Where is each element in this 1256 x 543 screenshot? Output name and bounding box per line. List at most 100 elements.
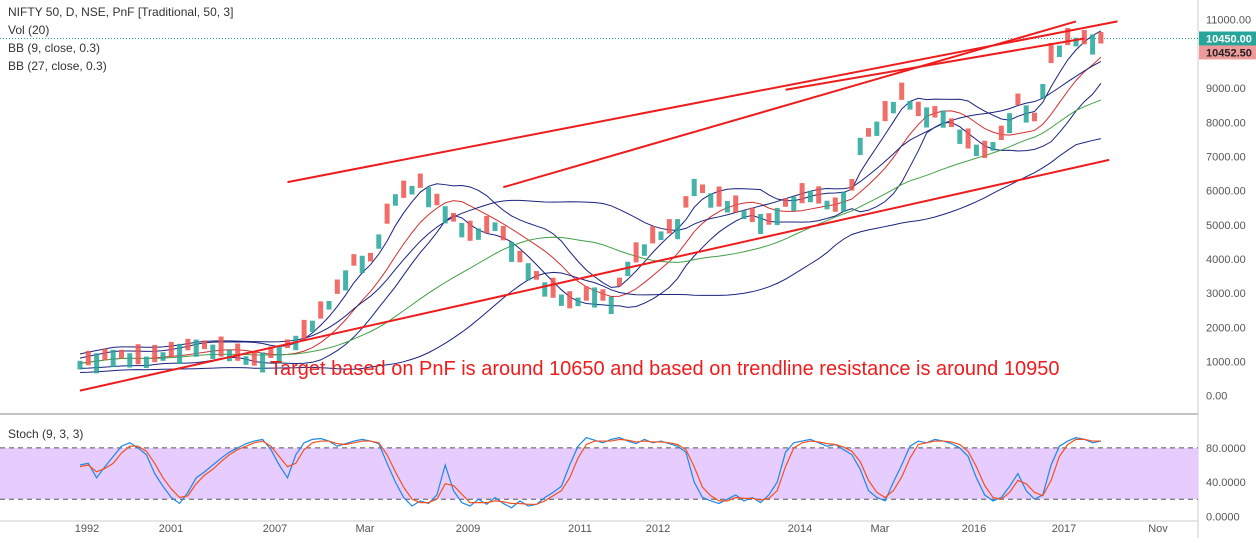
- pnf-x-column: [243, 356, 249, 365]
- pnf-x-column: [475, 228, 481, 240]
- pnf-o-column: [617, 277, 622, 287]
- time-tick-label: Nov: [1148, 523, 1168, 535]
- time-tick-label: 2009: [456, 523, 480, 535]
- pnf-x-column: [741, 210, 747, 220]
- pnf-x-column: [890, 101, 896, 114]
- pnf-o-column: [85, 350, 91, 366]
- price-tag-bg: [1199, 31, 1256, 46]
- price-tick-label: 7000.00: [1206, 151, 1246, 163]
- pnf-x-column: [442, 206, 448, 224]
- pnf-x-column: [675, 219, 681, 240]
- pnf-o-column: [334, 279, 340, 294]
- pnf-x-column: [907, 101, 913, 110]
- pnf-o-column: [666, 219, 672, 234]
- pnf-x-column: [641, 244, 647, 256]
- time-tick-label: 2007: [263, 523, 287, 535]
- pnf-o-column: [816, 186, 822, 204]
- pnf-x-column: [724, 201, 730, 213]
- pnf-x-column: [343, 270, 349, 291]
- pnf-x-column: [990, 142, 996, 151]
- pnf-x-column: [973, 144, 979, 157]
- pnf-x-column: [409, 185, 415, 195]
- pnf-o-column: [517, 250, 523, 263]
- stoch-band-fill: [0, 447, 1198, 500]
- pnf-o-column: [683, 196, 689, 208]
- price-tag-label: 10452.50: [1206, 47, 1252, 59]
- pnf-x-column: [492, 222, 498, 231]
- pnf-x-column: [260, 352, 266, 373]
- pnf-o-column: [467, 220, 473, 241]
- trendline-resistance-2: [503, 20, 1077, 189]
- pnf-o-column: [866, 128, 871, 137]
- pnf-o-column: [949, 118, 954, 128]
- pnf-x-column: [625, 261, 631, 277]
- pnf-o-column: [733, 195, 739, 213]
- pnf-o-column: [202, 340, 207, 350]
- indicator-bb-27[interactable]: BB (27, close, 0.3): [8, 59, 107, 73]
- pnf-o-column: [633, 242, 639, 263]
- pnf-x-column: [193, 339, 199, 357]
- pnf-x-column: [77, 360, 83, 370]
- pnf-o-column: [998, 125, 1004, 141]
- bollinger-band-line: [79, 83, 1102, 369]
- indicator-vol[interactable]: Vol (20): [8, 23, 50, 37]
- price-tick-label: 6000.00: [1206, 186, 1246, 198]
- pnf-x-column: [1073, 37, 1079, 47]
- pnf-x-column: [127, 353, 133, 368]
- pnf-x-column: [210, 344, 216, 359]
- price-tick-label: 11000.00: [1206, 15, 1251, 27]
- pnf-x-column: [658, 231, 664, 241]
- stoch-line-K: [79, 436, 1102, 509]
- pnf-o-column: [119, 349, 124, 359]
- bollinger-band-line: [79, 30, 1102, 359]
- pnf-o-column: [899, 82, 905, 100]
- price-tick-label: 4000.00: [1206, 254, 1246, 266]
- pnf-o-column: [218, 336, 224, 357]
- price-tick-label: 3000.00: [1206, 288, 1246, 300]
- pnf-o-column: [368, 252, 373, 262]
- pnf-x-column: [957, 129, 963, 144]
- price-tick-label: 9000.00: [1206, 83, 1246, 95]
- pnf-x-column: [592, 287, 598, 308]
- pnf-o-column: [965, 128, 971, 149]
- pnf-x-column: [1023, 105, 1029, 123]
- pnf-x-column: [177, 343, 183, 364]
- pnf-x-column: [940, 110, 946, 128]
- pnf-x-column: [575, 297, 581, 307]
- pnf-o-column: [451, 212, 456, 222]
- pnf-o-column: [351, 254, 357, 266]
- stoch-title[interactable]: Stoch (9, 3, 3): [8, 427, 84, 441]
- time-tick-label: 1992: [75, 523, 99, 535]
- target-annotation: Target based on PnF is around 10650 and …: [270, 358, 1059, 380]
- pnf-o-column: [799, 183, 805, 204]
- pnf-x-column: [542, 282, 548, 297]
- trendline-support: [79, 158, 1110, 392]
- time-tick-label: 2011: [568, 523, 592, 535]
- bollinger-band-line: [79, 99, 1102, 364]
- pnf-x-column: [1090, 34, 1096, 55]
- pnf-o-column: [102, 348, 108, 361]
- pnf-x-column: [309, 320, 315, 333]
- pnf-x-column: [359, 255, 365, 274]
- pnf-o-column: [700, 184, 705, 194]
- time-tick-label: 2001: [159, 523, 183, 535]
- pnf-x-column: [392, 194, 398, 206]
- time-tick-label: 2012: [646, 523, 670, 535]
- pnf-x-column: [1040, 83, 1046, 99]
- trendline-resistance-1: [287, 20, 1118, 184]
- pnf-o-column: [932, 106, 938, 118]
- stoch-tick-label: 40.0000: [1206, 477, 1246, 489]
- time-tick-label: 2014: [788, 523, 812, 535]
- pnf-o-column: [417, 173, 423, 188]
- time-tick-label: Mar: [871, 523, 890, 535]
- symbol-title[interactable]: NIFTY 50, D, NSE, PnF [Traditional, 50, …: [8, 5, 234, 19]
- pnf-x-column: [874, 121, 880, 136]
- trendline-resistance-3: [785, 37, 1085, 91]
- pnf-o-column: [384, 203, 390, 224]
- price-tick-label: 8000.00: [1206, 117, 1246, 129]
- indicator-bb-9[interactable]: BB (9, close, 0.3): [8, 41, 101, 55]
- time-tick-label: Mar: [356, 523, 375, 535]
- pnf-o-column: [301, 319, 307, 340]
